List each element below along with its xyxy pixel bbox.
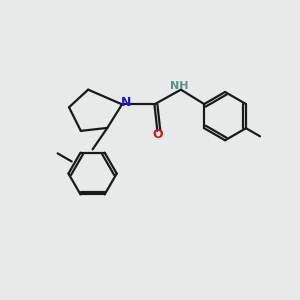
Text: O: O xyxy=(153,128,163,141)
Text: NH: NH xyxy=(170,80,189,91)
Text: N: N xyxy=(121,96,131,110)
